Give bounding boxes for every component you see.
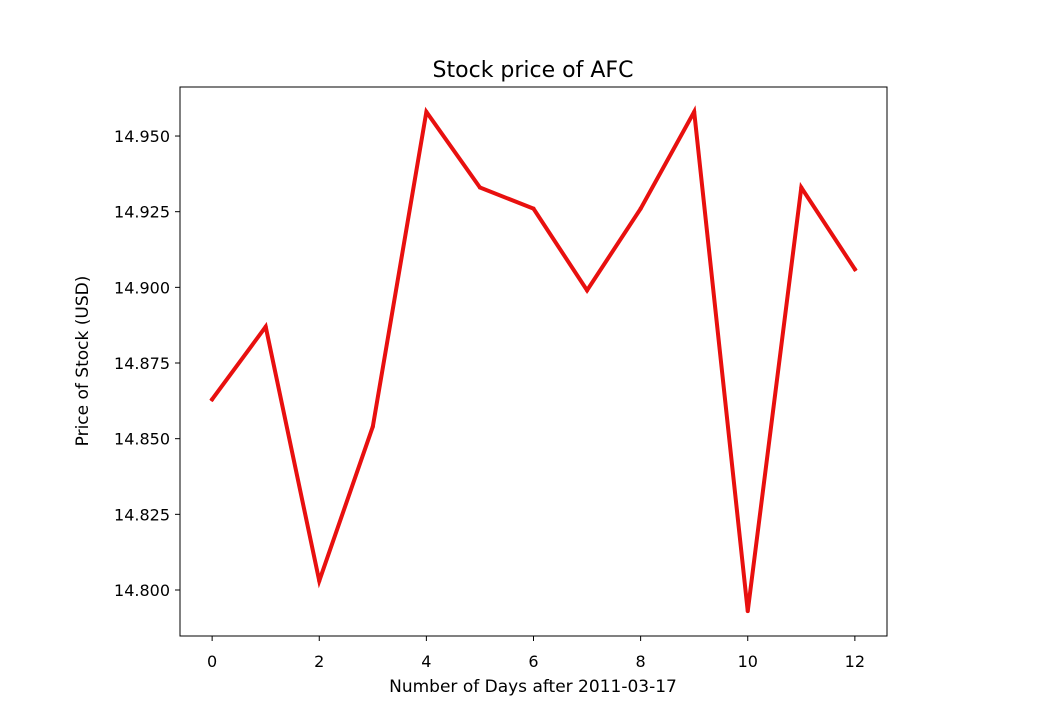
y-tick-label: 14.900 xyxy=(114,278,170,297)
x-axis: 0 2 4 6 8 10 12 xyxy=(207,636,865,671)
x-tick-label: 2 xyxy=(314,652,324,671)
x-tick-label: 8 xyxy=(636,652,646,671)
data-point xyxy=(585,288,590,293)
chart-title: Stock price of AFC xyxy=(433,58,634,83)
data-point xyxy=(370,424,375,429)
data-point xyxy=(531,206,536,211)
y-tick-label: 14.950 xyxy=(114,127,170,146)
data-point xyxy=(424,109,429,114)
data-point xyxy=(263,324,268,329)
data-point xyxy=(745,609,750,614)
y-tick-label: 14.850 xyxy=(114,430,170,449)
y-tick-label: 14.875 xyxy=(114,354,170,373)
data-point xyxy=(852,267,857,272)
x-tick-label: 0 xyxy=(207,652,217,671)
series-layer xyxy=(209,105,858,614)
price-line-series xyxy=(209,105,858,612)
y-tick-label: 14.825 xyxy=(114,505,170,524)
y-axis: 14.800 14.825 14.850 14.875 14.900 14.925 14.9… xyxy=(114,127,180,600)
data-point xyxy=(638,206,643,211)
x-tick-label: 6 xyxy=(528,652,538,671)
x-tick-label: 10 xyxy=(738,652,758,671)
x-axis-label: Number of Days after 2011-03-17 xyxy=(389,677,677,697)
y-tick-label: 14.800 xyxy=(114,581,170,600)
y-axis-label: Price of Stock (USD) xyxy=(73,276,93,447)
x-tick-label: 4 xyxy=(421,652,431,671)
data-point xyxy=(692,109,697,114)
data-point xyxy=(477,185,482,190)
x-tick-label: 12 xyxy=(845,652,865,671)
data-point xyxy=(799,185,804,190)
data-point xyxy=(210,397,215,402)
y-tick-label: 14.925 xyxy=(114,203,170,222)
data-point xyxy=(317,578,322,583)
